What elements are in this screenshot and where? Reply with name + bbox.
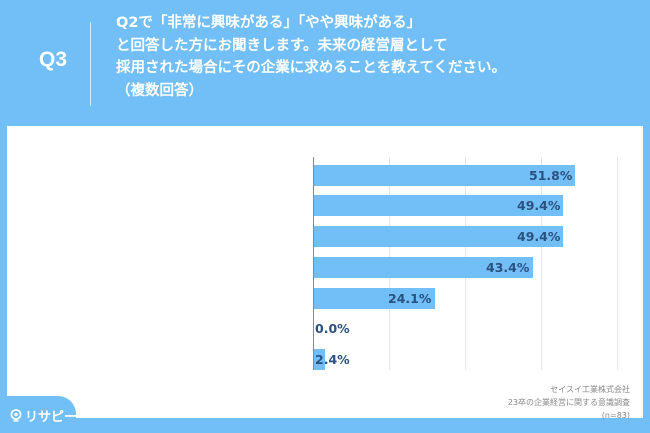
y-axis-line (313, 157, 314, 370)
header-divider (90, 22, 91, 106)
value-label: 49.4% (517, 198, 561, 213)
source-survey: 23卒の企業経営に関する意識調査 (507, 398, 630, 407)
bar (313, 349, 325, 370)
question-line: （複数回答） (116, 82, 203, 99)
value-label: 49.4% (517, 229, 561, 244)
value-label: 0.0% (315, 321, 350, 336)
question-line: と回答した方にお聞きします。未来の経営層として (116, 37, 448, 54)
source-note: セイスイ工業株式会社 23卒の企業経営に関する意識調査 (n=83) (508, 383, 630, 422)
bar (313, 195, 563, 216)
value-label: 51.8% (529, 168, 573, 183)
bar (313, 226, 563, 247)
logo-text: リサピー (25, 410, 78, 425)
bar (313, 165, 575, 186)
bar (313, 288, 435, 309)
gridline (617, 157, 618, 370)
bar (313, 257, 533, 278)
logo: リサピー (10, 406, 77, 425)
logo-tab (0, 396, 76, 433)
value-label: 43.4% (486, 260, 530, 275)
question-number: Q3 (38, 48, 67, 71)
value-label: 24.1% (388, 291, 432, 306)
question-text: Q2で「非常に興味がある」「やや興味がある」 と回答した方にお聞きします。未来の… (116, 12, 506, 102)
gridline (541, 157, 542, 370)
source-company: セイスイ工業株式会社 (550, 385, 630, 394)
question-line: Q2で「非常に興味がある」「やや興味がある」 (116, 15, 422, 31)
value-label: 2.4% (315, 352, 350, 367)
map-pin-icon (10, 409, 22, 422)
source-sample-size: (n=83) (601, 411, 630, 420)
question-line: 採用された場合にその企業に求めることを教えてください。 (116, 60, 507, 76)
